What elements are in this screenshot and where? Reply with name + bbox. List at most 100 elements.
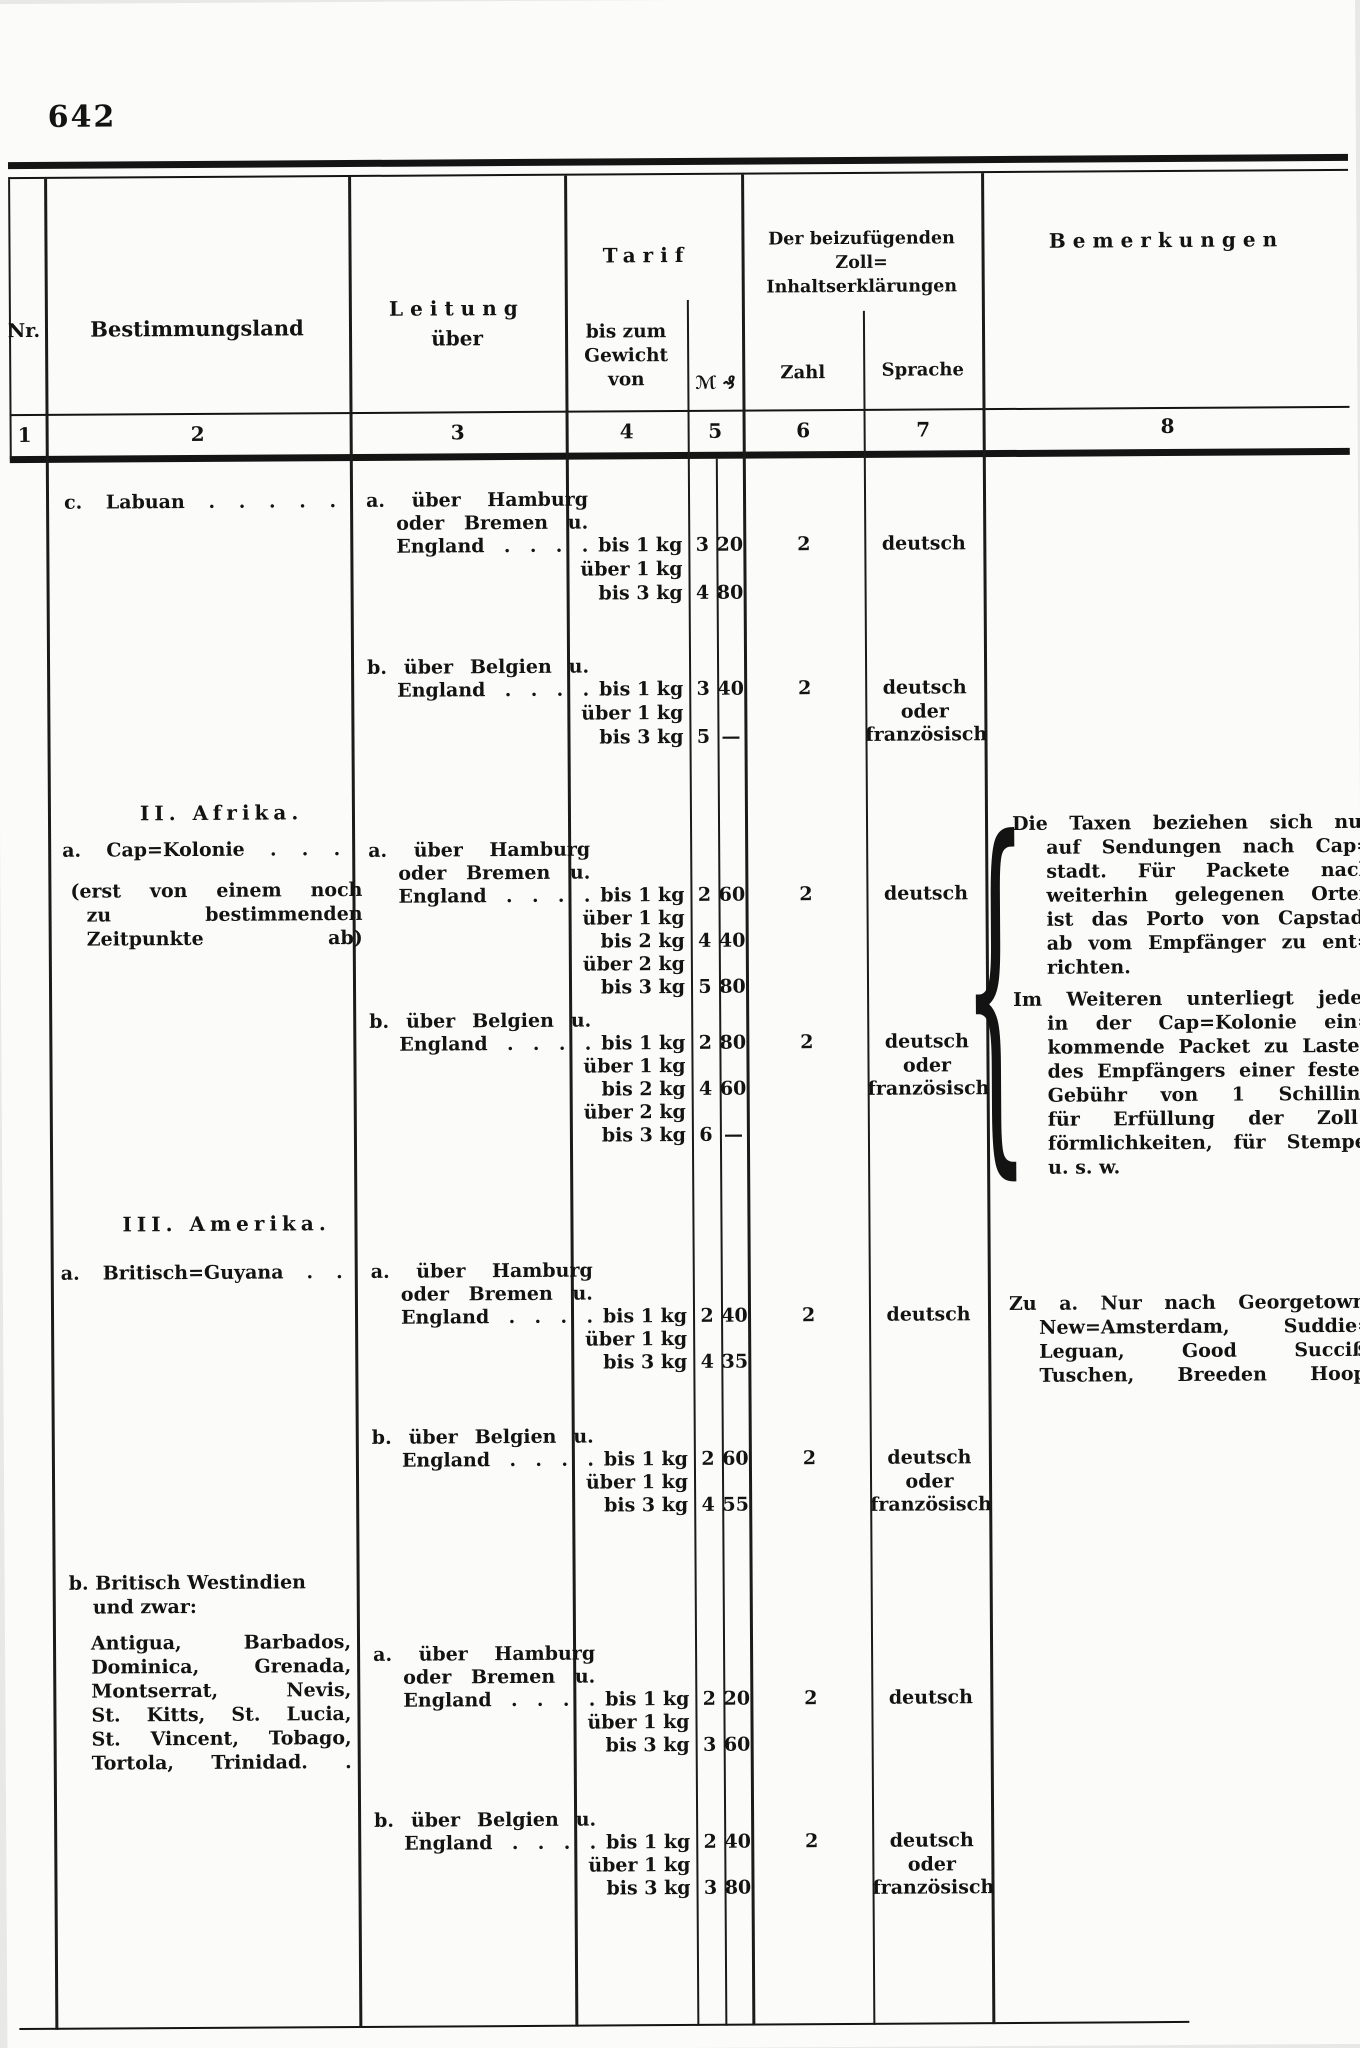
weight-label: über 2 kg [583,1100,686,1124]
route-cap-a: a. über Hamburg oder Bremen u. England .… [368,838,591,908]
weight-label: über 1 kg [588,1853,691,1877]
tariff-row: bis 3 kg 3 60 [574,1734,751,1757]
weight-label: bis 1 kg [603,1447,688,1471]
weight-label: über 2 kg [582,952,685,976]
mark-value: 3 [695,533,710,556]
mark-value: 2 [700,1304,714,1327]
pfennig-value [719,1055,746,1077]
route-guyana-b: b. über Belgien u. England . . . . [371,1425,594,1472]
mark-value [693,1328,721,1350]
page-number: 642 [47,99,117,135]
mark-value [694,1471,722,1493]
header-currency: ℳ ₰ [689,372,741,395]
header-sprache: Sprache [881,359,964,381]
zahl-value: 2 [805,1830,819,1853]
dest-cap-kolonie: a. Cap=Kolonie . . . [62,838,341,862]
remark-cap-para2-last: u. s. w. [1048,1156,1121,1179]
weight-label: bis 3 kg [604,1493,689,1517]
weight-label: bis 2 kg [600,929,685,953]
tariff-row: bis 1 kg 2 80 [569,1032,746,1055]
weight-label: über 1 kg [585,1327,688,1351]
dest-westindies: b. Britisch Westindien und zwar: [68,1571,307,1619]
weight-label: bis 3 kg [603,1350,688,1374]
mark-value: 4 [698,929,712,952]
weight-label: bis 1 kg [605,1687,690,1711]
mark-value [691,907,719,929]
dest-westindies-islands: Antigua, Barbados, Dominica, Grenada, Mo… [90,1631,352,1775]
header-customs: Der beizufügenden Zoll= Inhaltserklärung… [766,228,958,298]
pfennig-value: 35 [721,1350,749,1373]
mark-value: 3 [696,677,710,700]
pfennig-value: 60 [723,1733,751,1756]
tariff-row: bis 3 kg 3 80 [574,1877,751,1900]
pfennig-value [722,1471,749,1493]
sprache-value: deutsch oder französisch [872,1829,995,1899]
mark-value: 5 [696,725,711,748]
header-route-line1: Leitung [388,295,525,321]
pfennig-value [716,558,743,580]
header-tarif: Tarif [602,242,691,268]
header-nr: Nr. [7,319,41,343]
divider-zahl-sprache [862,310,876,2025]
pfennig-value [721,1328,748,1350]
tariff-row: über 1 kg [574,1854,751,1877]
tariff-row: bis 3 kg 5 80 [569,976,746,999]
route-cap-b: b. über Belgien u. England . . . . [369,1009,592,1056]
pfennig-value [719,907,746,929]
weight-label: bis 3 kg [600,975,686,999]
pfennig-value: 40 [721,1304,748,1327]
pfennig-value: — [721,725,741,748]
header-zahl: Zahl [780,362,826,384]
pfennig-value: 80 [719,1031,747,1054]
weight-label: bis 3 kg [599,725,684,749]
weight-label: bis 1 kg [601,1031,686,1055]
mark-sign: ℳ [695,372,717,394]
tariff-row: über 1 kg [569,1055,746,1078]
route-guyana-a: a. über Hamburg oder Bremen u. England .… [370,1259,594,1329]
pfennig-value: 80 [724,1876,752,1899]
weight-label: bis 1 kg [598,533,683,557]
remark-guyana: Zu a. Nur nach Georgetown, New=Amsterdam… [1008,1290,1360,1387]
zahl-value: 2 [801,1304,816,1327]
header-weight: bis zum Gewicht von [584,321,669,391]
tariff-row: über 1 kg [573,1711,750,1734]
weight-label: bis 3 kg [605,1733,690,1757]
tariff-row: bis 1 kg 2 20 [573,1688,750,1711]
dest-guyana: a. Britisch=Guyana . . [60,1261,343,1285]
mark-value [689,702,717,724]
tariff-row: über 2 kg [570,1101,747,1124]
weight-label: bis 1 kg [606,1830,691,1854]
zahl-value: 2 [799,883,813,906]
remark-cap-para1: Die Taxen beziehen sich nur auf Sendunge… [1011,810,1360,979]
dest-cap-note: (erst von einem noch zu bestimmenden Zei… [70,878,363,951]
tariff-row: bis 3 kg 4 55 [572,1494,749,1517]
rule-header-bottom-thick [9,447,1350,464]
pfennig-sign: ₰ [722,372,736,394]
route-labuan-a: a. über Hamburg oder Bremen u. England .… [365,488,589,558]
pfennig-value: 55 [722,1493,749,1516]
mark-value: 3 [702,1733,717,1756]
sprache-value: deutsch [886,1303,971,1326]
pfennig-value: — [723,1123,743,1146]
section-title-africa: II. Afrika. [139,800,304,826]
pfennig-value: 40 [717,677,744,700]
pfennig-value [720,1101,747,1123]
mark-value [688,558,716,580]
pfennig-value: 60 [722,1447,749,1470]
pfennig-value: 60 [718,883,746,906]
weight-label: bis 1 kg [602,1304,688,1328]
route-labuan-b: b. über Belgien u. England . . . . [367,655,590,702]
mark-value: 2 [697,883,712,906]
rule-bottom [19,2020,1190,2031]
rule-top-thin [8,168,1349,180]
tariff-row: bis 1 kg 2 60 [568,884,745,907]
mark-value [695,1711,723,1733]
remark-cap-para2: Im Weiteren unterliegt jedes in der Cap=… [1013,986,1360,1155]
weight-label: über 1 kg [582,906,685,930]
mark-value: 4 [695,581,710,604]
mark-value: 2 [702,1687,717,1710]
section-title-america: III. Amerika. [122,1211,331,1237]
pfennig-value [719,953,746,975]
mark-value [691,953,719,975]
